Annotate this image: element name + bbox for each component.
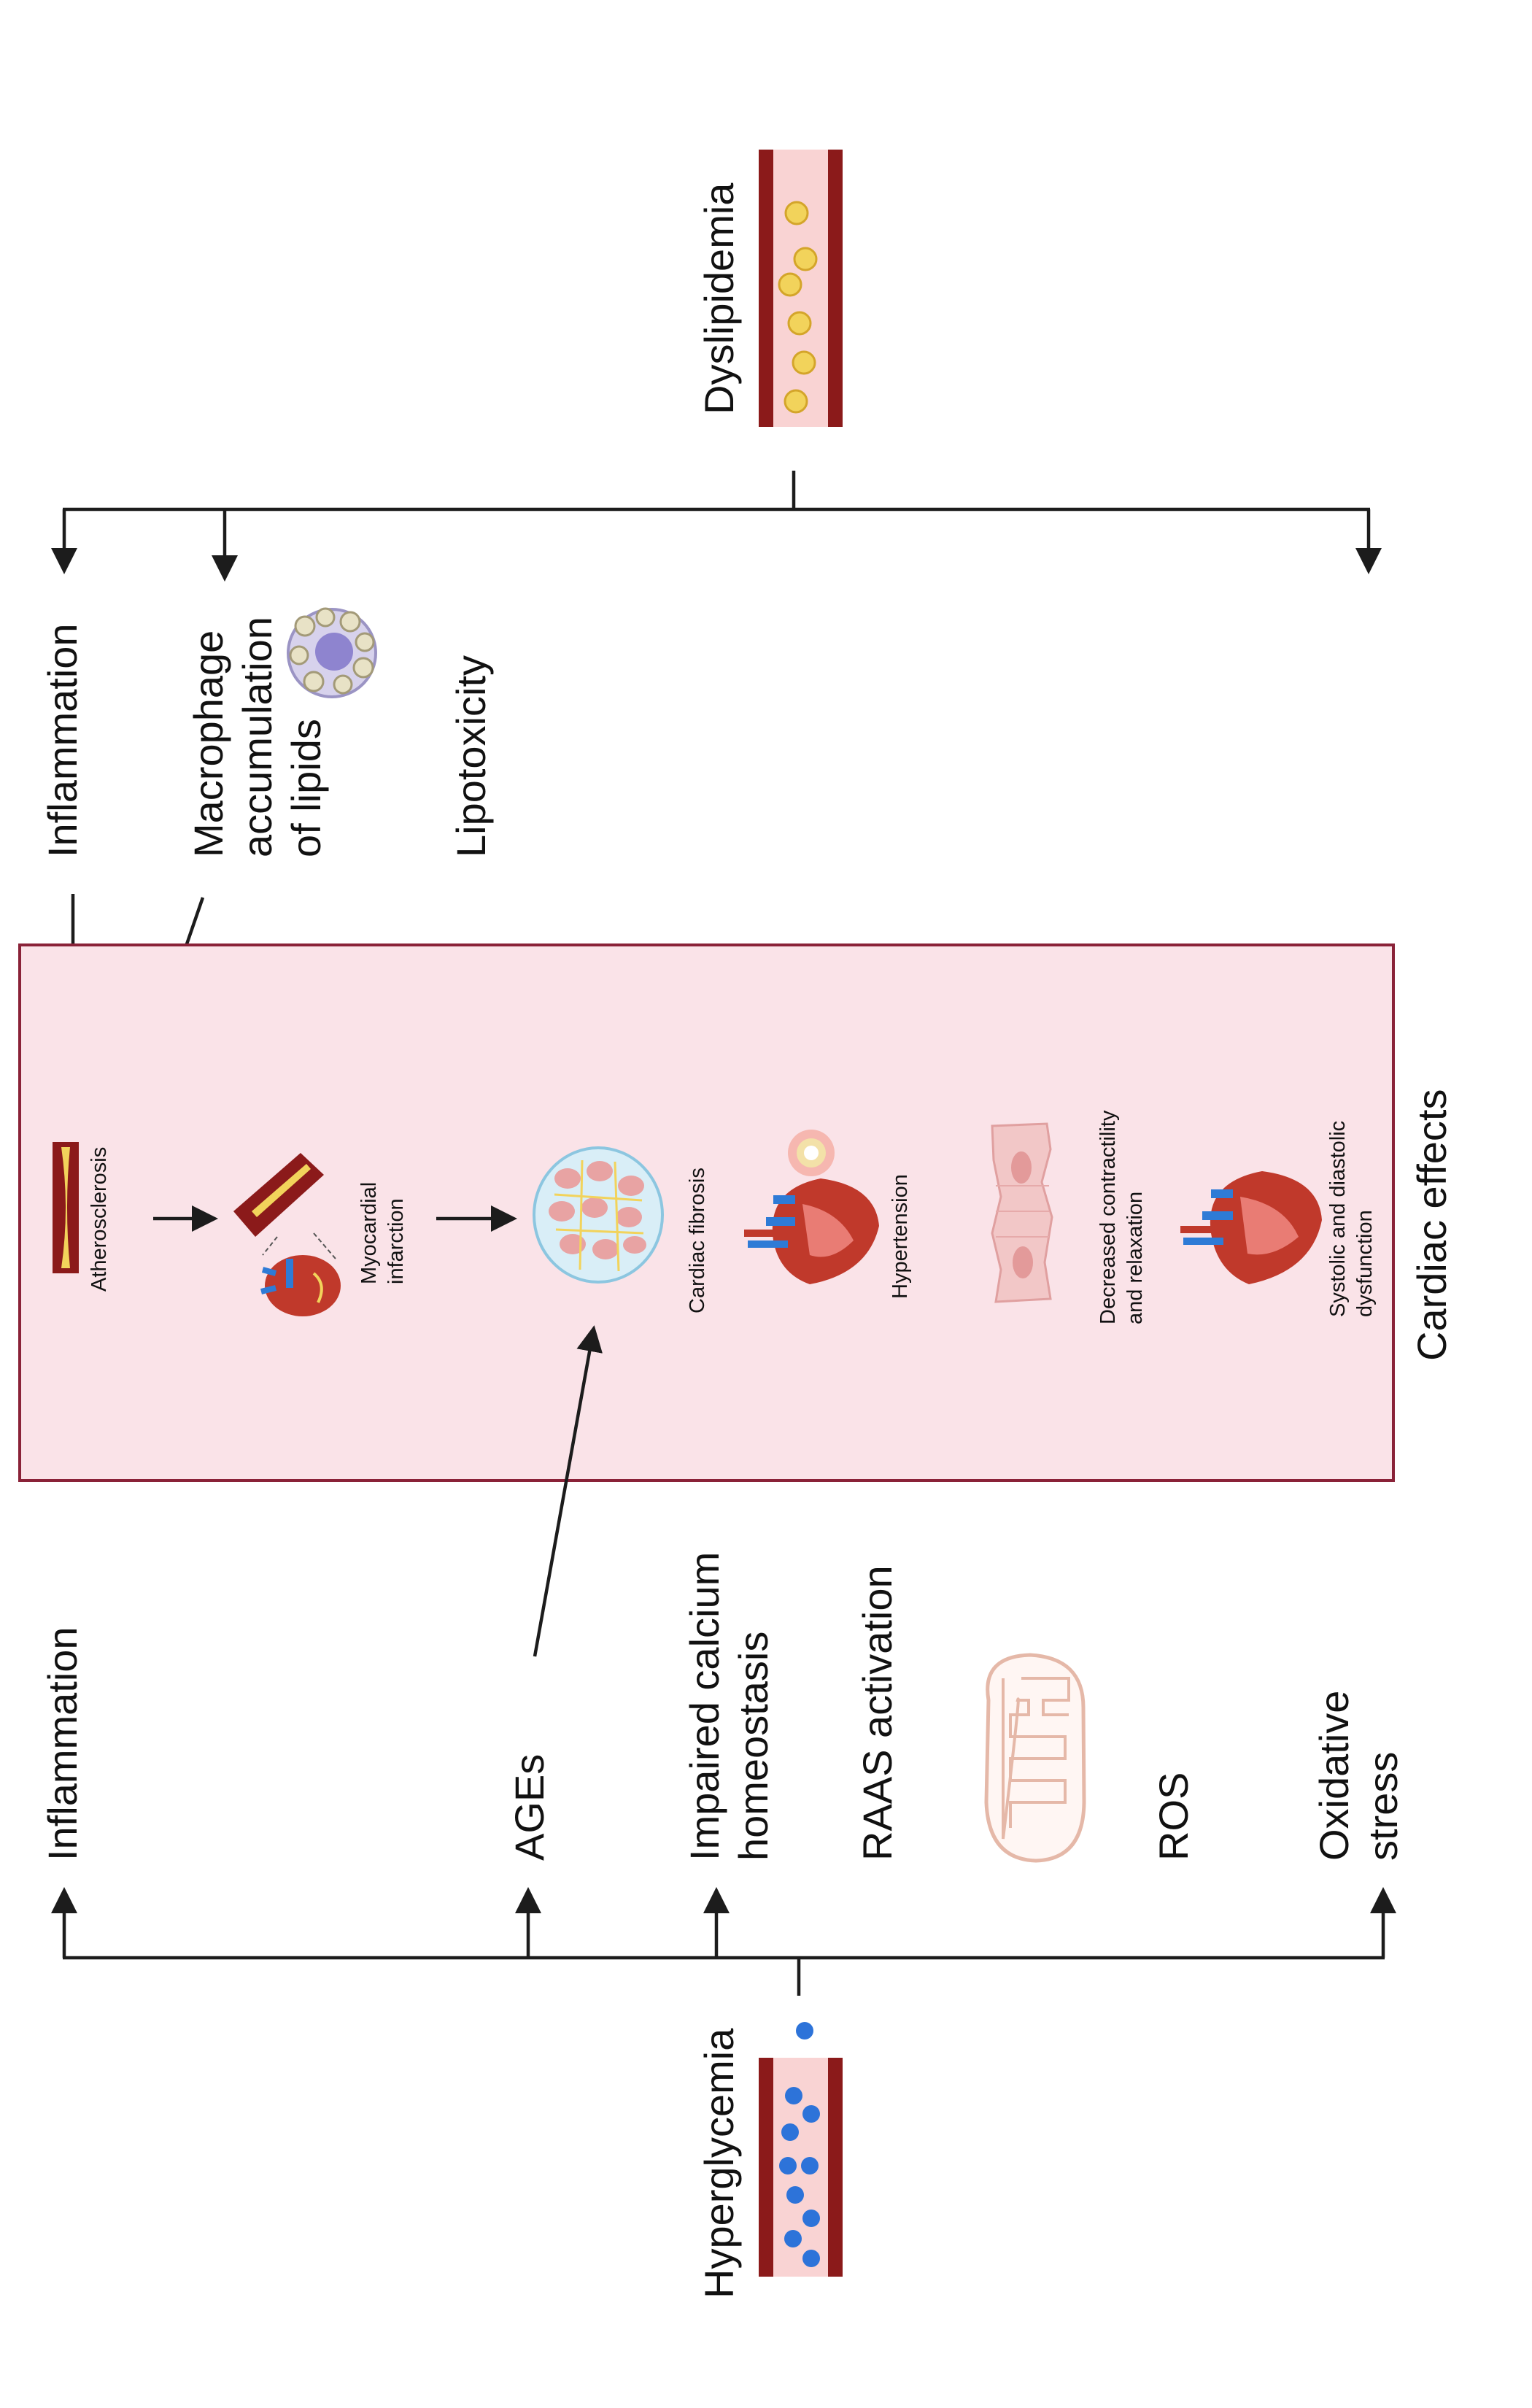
oxidative-label-line2: stress [1360,1752,1406,1861]
dyslipidemia-branch-arrows [51,471,1382,582]
hyperglycemia-branch-arrows [51,1887,1396,1996]
ages-label: AGEs [506,1754,552,1861]
heart-icon [1180,1171,1322,1284]
myocardial-infarction-icon [233,1153,341,1316]
hyperglycemia-vessel-icon [759,2022,843,2277]
ros-label: ROS [1150,1772,1196,1861]
dyslipidemia-label: Dyslipidemia [696,182,742,414]
calcium-label-line1: Impaired calcium [681,1552,727,1861]
lipotoxicity-label: Lipotoxicity [448,655,494,857]
mi-label-line2: infarction [384,1198,408,1284]
mi-label-line1: Myocardial [357,1182,381,1284]
hyperglycemia-label: Hyperglycemia [696,2028,742,2299]
contractility-label-line1: Decreased contractility [1096,1110,1120,1324]
macrophage-label-line3: of lipids [283,719,329,857]
oxidative-label-line1: Oxidative [1311,1691,1357,1861]
foam-cell-icon [287,607,377,698]
mitochondrion-icon [984,1653,1086,1863]
cardiomyocyte-icon [991,1122,1053,1303]
contractility-label-line2: and relaxation [1123,1192,1147,1324]
ages-to-fibrosis-arrow [533,1325,603,1657]
atherosclerosis-vessel-icon [53,1142,79,1273]
atherosclerosis-label: Atherosclerosis [88,1147,111,1292]
macrophage-label-line2: accumulation [234,617,280,857]
fibrosis-label: Cardiac fibrosis [686,1168,709,1313]
cardiac-effects-label: Cardiac effects [1409,1089,1455,1361]
hypertension-label: Hypertension [889,1174,912,1299]
calcium-label-line2: homeostasis [730,1632,776,1861]
dysfunction-label-line1: Systolic and diastolic [1326,1121,1350,1317]
dysfunction-label-line2: dysfunction [1353,1210,1377,1317]
hypertension-heart-icon [744,1130,879,1284]
raas-label: RAAS activation [854,1565,900,1861]
macrophage-label-line1: Macrophage [185,630,231,857]
dyslipidemia-inflammation-label: Inflammation [39,623,85,857]
hyperglycemia-inflammation-label: Inflammation [39,1626,85,1861]
dyslipidemia-vessel-icon [759,150,843,427]
cardiac-fibrosis-icon [533,1146,664,1284]
